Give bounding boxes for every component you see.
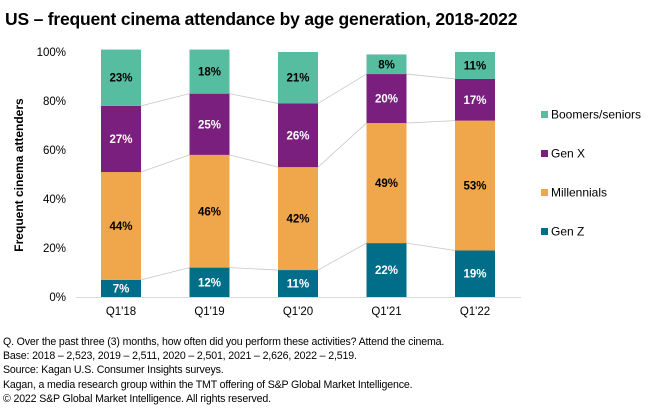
legend: Boomers/seniors Gen X Millennials Gen Z [541,108,641,239]
connector-line [406,73,456,80]
legend-label: Gen Z [551,225,584,239]
x-tick-label: Q1'20 [283,306,313,318]
data-label: 18% [198,67,221,79]
legend-label: Boomers/seniors [551,108,641,122]
data-label: 44% [109,221,132,233]
connector-line [229,154,279,168]
legend-swatch-gen-x [541,150,548,157]
data-label: 11% [464,60,486,72]
footnotes: Q. Over the past three (3) months, how o… [3,335,444,406]
data-label: 20% [375,94,398,106]
footnote-source: Source: Kagan U.S. Consumer Insights sur… [3,364,224,377]
connector-line [140,93,190,107]
legend-swatch-gen-z [541,228,548,235]
bar-segment-millennials [366,123,407,244]
connector-line [229,267,279,271]
bar-segment-gen-z [366,243,407,297]
data-label: 7% [113,283,130,295]
x-tick-label: Q1'19 [194,306,224,318]
data-label: 8% [378,59,395,71]
bar-segment-gen-z [189,267,230,297]
x-tick-label: Q1'18 [106,306,136,318]
footnote-question: Q. Over the past three (3) months, how o… [3,336,445,348]
data-label: 46% [198,206,221,218]
footnote-publisher: Kagan, a media research group within the… [3,378,413,391]
connector-line [229,93,279,104]
x-tick-label: Q1'22 [460,306,490,318]
bar-segment-millennials [455,120,495,251]
connector-line [140,154,190,173]
x-tick-label: Q1'21 [371,306,401,318]
connector-line [140,267,190,281]
legend-label: Gen X [551,147,585,161]
bar-segment-boomers-seniors [366,54,407,75]
bar-segment-gen-z [455,250,495,297]
footnote-copyright: © 2022 S&P Global Market Intelligence. A… [3,392,271,405]
data-label: 26% [286,130,309,142]
y-axis-label: Frequent cinema attenders [12,98,26,252]
bar-segment-gen-z [101,279,141,297]
data-label: 25% [198,119,221,131]
data-label: 27% [109,134,132,146]
bar-segment-millennials [101,172,141,280]
y-tick-label: 40% [43,194,66,206]
y-tick-label: 80% [43,96,66,108]
y-tick-label: 20% [43,243,66,255]
bar-segment-millennials [278,167,318,271]
bar-segment-gen-z [278,270,318,297]
data-label: 42% [286,214,309,226]
bar-segment-gen-x [101,105,141,173]
legend-swatch-boomers-seniors [541,111,548,118]
bar-segment-gen-x [366,74,407,124]
footnote-base: Base: 2018 – 2,523, 2019 – 2,511, 2020 –… [3,350,357,363]
data-label: 49% [375,178,398,190]
x-axis: Q1'18 Q1'19 Q1'20 Q1'21 Q1'22 [76,297,521,318]
bars: 7% 44% 27% 23% 12% 46% 25% 18% 11% 42% 26% 21% 22% 49… [101,49,495,297]
bar-segment-gen-x [278,103,318,168]
connector-line [317,122,367,168]
data-label: 11% [287,279,309,291]
data-label: 17% [463,95,486,107]
bar-segment-boomers-seniors [101,49,141,106]
data-label: 21% [286,73,309,85]
bar-segment-millennials [189,154,230,268]
data-label: 19% [463,269,486,281]
y-axis: 0% 20% 40% 60% 80% 100% [37,47,66,304]
y-tick-label: 60% [43,145,66,157]
connector-lines [140,73,456,281]
bar-segment-boomers-seniors [278,52,318,104]
connector-line [317,73,367,104]
bar-segment-gen-x [189,93,230,155]
data-label: 12% [198,277,221,289]
bar-segment-gen-x [455,78,495,121]
connector-line [406,242,456,251]
connector-line [406,120,456,124]
bar-segment-boomers-seniors [189,49,230,94]
data-label: 23% [109,73,132,85]
data-label: 22% [375,265,398,277]
legend-swatch-millennials [541,189,548,196]
y-tick-label: 100% [37,47,66,59]
bar-segment-boomers-seniors [455,52,495,79]
data-label: 53% [463,181,486,193]
connector-line [317,242,367,271]
y-tick-label: 0% [49,292,66,304]
legend-label: Millennials [551,186,607,200]
chart-title: US – frequent cinema attendance by age g… [5,9,518,29]
